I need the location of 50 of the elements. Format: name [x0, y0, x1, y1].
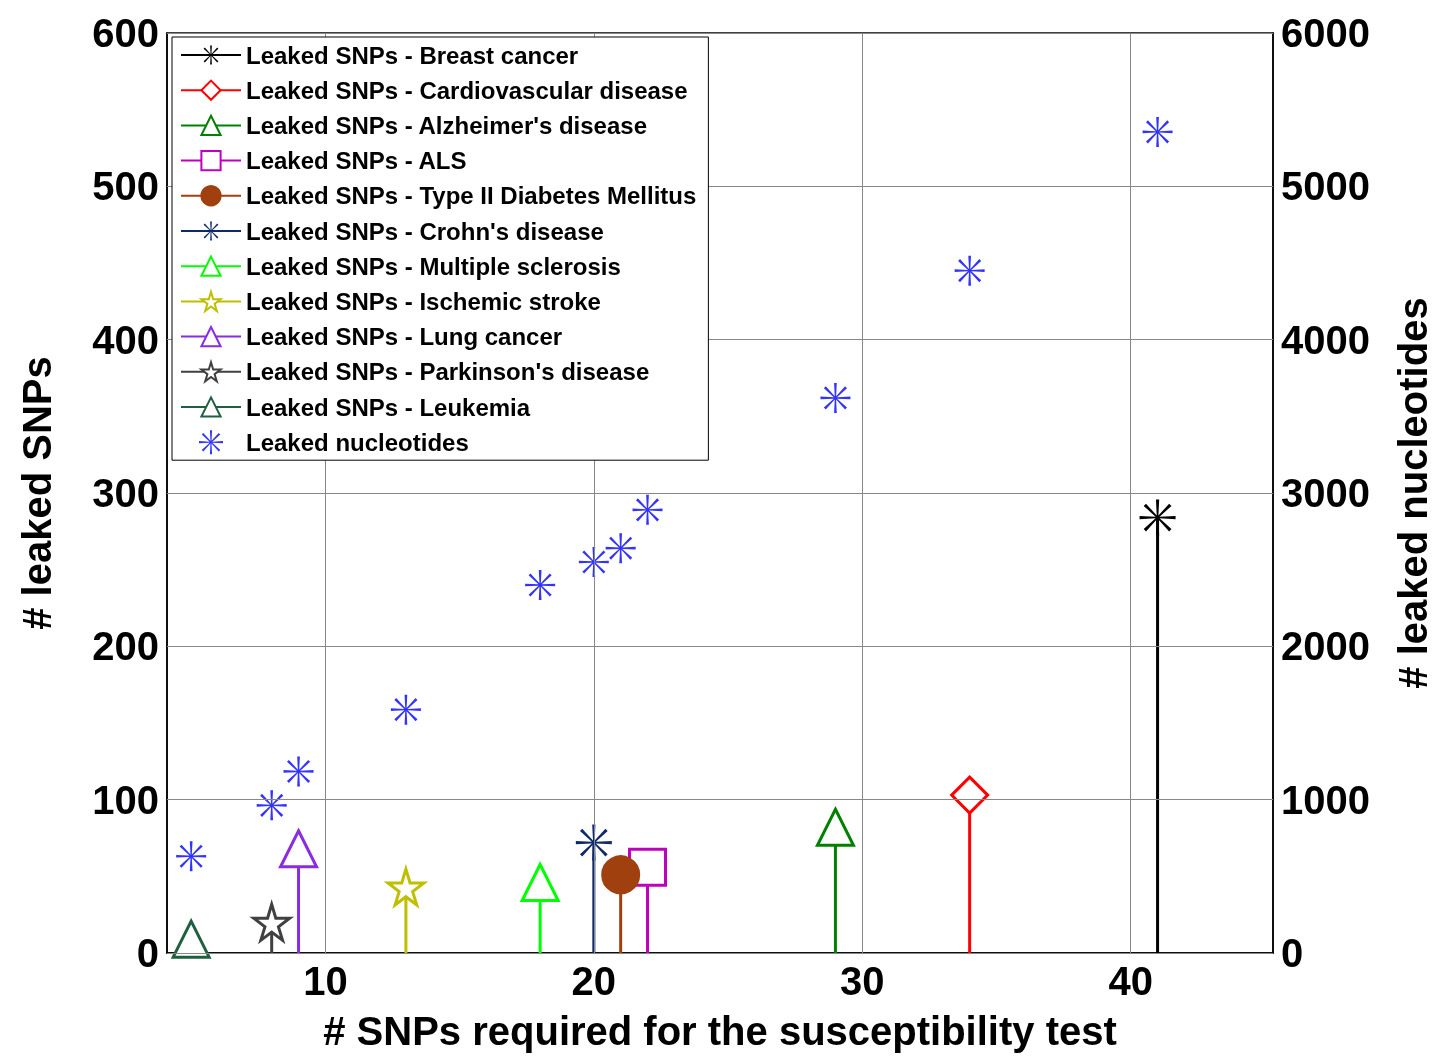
x-tick-label: 10 [303, 959, 348, 1003]
point [279, 829, 319, 869]
legend-label: Leaked SNPs - Parkinson's disease [246, 358, 650, 386]
point [283, 756, 314, 787]
x-tick-label: 20 [571, 959, 617, 1003]
legend-label: Leaked SNPs - Leukemia [246, 393, 531, 421]
point [525, 570, 556, 600]
legend-label: Leaked SNPs - Crohn's disease [246, 217, 604, 245]
point [520, 862, 560, 902]
x-tick-label: 40 [1108, 959, 1153, 1003]
legend-label: Leaked SNPs - ALS [246, 147, 467, 175]
y2-axis-title: # leaked nucleotides [1391, 297, 1435, 689]
y2-tick-label: 4000 [1281, 317, 1370, 362]
y2-tick-label: 1000 [1281, 777, 1370, 822]
legend-label: Leaked SNPs - Breast cancer [246, 41, 579, 69]
legend-label: Leaked SNPs - Ischemic stroke [246, 287, 601, 315]
y2-tick-label: 3000 [1281, 471, 1370, 515]
y-tick-label: 600 [92, 11, 159, 55]
point [820, 382, 851, 413]
point [815, 807, 855, 847]
y2-tick-label: 0 [1281, 931, 1304, 975]
legend-label: Leaked SNPs - Type II Diabetes Mellitus [246, 182, 697, 210]
y2-tick-label: 6000 [1281, 11, 1370, 55]
point [390, 694, 421, 725]
legend-label: Leaked SNPs - Multiple sclerosis [246, 252, 621, 280]
y-tick-label: 400 [92, 317, 159, 362]
y-axis-title: # leaked SNPs [15, 356, 59, 630]
y-tick-label: 300 [92, 471, 159, 515]
legend-label: Leaked SNPs - Alzheimer's disease [246, 111, 648, 139]
point [171, 919, 211, 959]
y-tick-label: 0 [136, 931, 159, 975]
y-tick-label: 200 [92, 624, 159, 669]
x-axis-title: # SNPs required for the susceptibility test [323, 1009, 1117, 1053]
x-tick-label: 30 [840, 959, 885, 1003]
point [256, 790, 287, 821]
legend-label: Leaked SNPs - Cardiovascular disease [246, 76, 688, 104]
y2-tick-label: 5000 [1281, 164, 1370, 209]
point [954, 255, 985, 286]
point [950, 775, 990, 815]
point [176, 841, 207, 872]
point [632, 494, 663, 525]
point [601, 855, 641, 895]
y2-tick-label: 2000 [1281, 624, 1370, 669]
point [605, 533, 636, 564]
y-tick-label: 100 [92, 777, 159, 822]
legend-label: Leaked nucleotides [246, 428, 469, 456]
legend-label: Leaked SNPs - Lung cancer [246, 323, 563, 351]
point [1139, 499, 1176, 536]
point [1142, 116, 1173, 147]
y-tick-label: 500 [92, 164, 159, 209]
